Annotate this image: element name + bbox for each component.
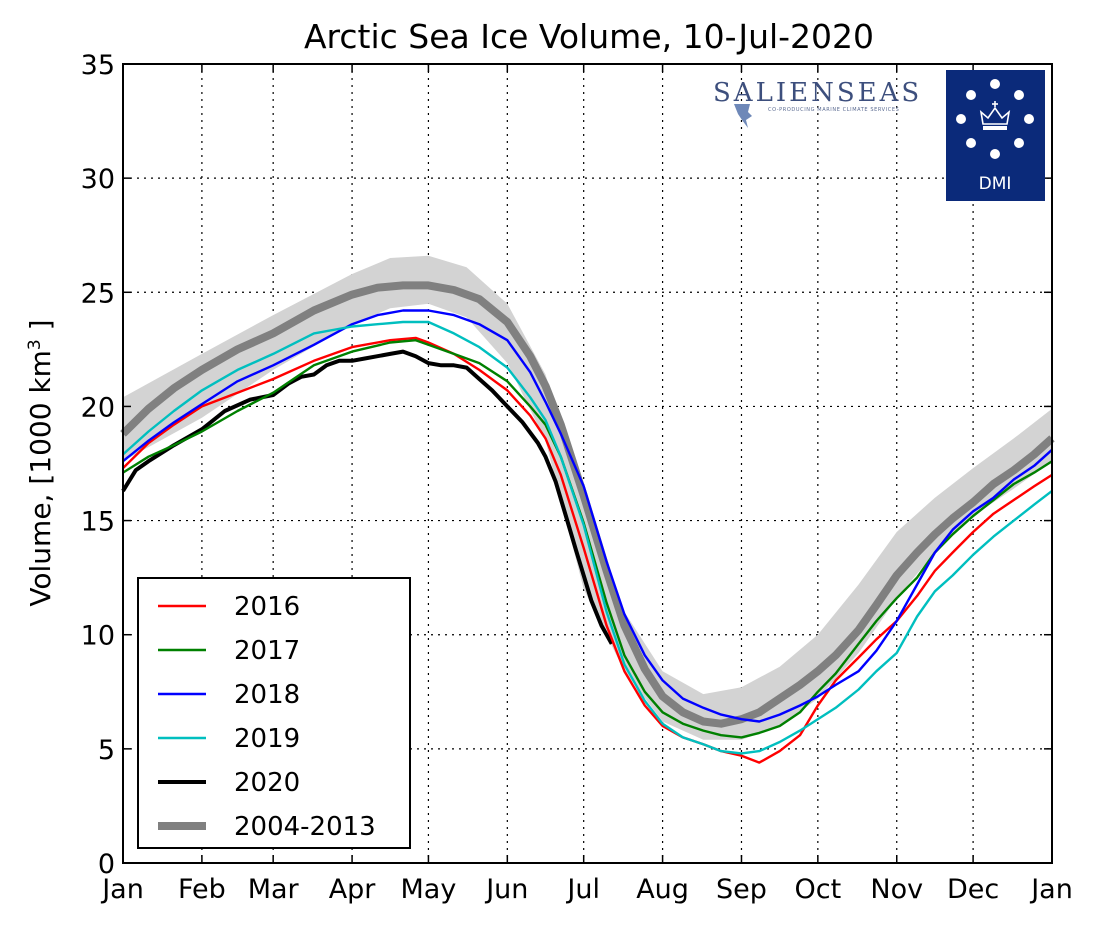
series-lines: [120, 281, 1055, 764]
dmi-logo: DMI: [946, 70, 1045, 201]
x-tick-label: May: [401, 874, 457, 905]
dmi-stars-icon: [956, 79, 1034, 159]
legend-label-2018: 2018: [234, 680, 300, 710]
legend-label-2019: 2019: [234, 724, 300, 754]
legend-box: [137, 577, 411, 849]
svg-text:Volume, [1000 km3 ]: Volume, [1000 km3 ]: [24, 319, 57, 606]
axes: [122, 63, 1053, 864]
salienseas-logo: SALIENSEAS CO-PRODUCING MARINE CLIMATE S…: [713, 78, 922, 128]
y-tick-label: 30: [81, 164, 115, 195]
legend-label-2020: 2020: [234, 768, 300, 798]
y-axis-label-superscript: 3: [25, 339, 45, 350]
x-tick-label: Mar: [248, 874, 300, 905]
x-tick-label: Jan: [1029, 874, 1073, 905]
salienseas-logo-tagline: CO-PRODUCING MARINE CLIMATE SERVICES: [768, 107, 899, 113]
y-tick-label: 15: [81, 507, 115, 538]
legend-label-2004-2013: 2004-2013: [234, 812, 376, 842]
y-tick-label: 20: [81, 392, 115, 423]
y-tick-labels: 0 5 10 15 20 25 30 35: [81, 50, 115, 880]
chart-title: Arctic Sea Ice Volume, 10-Jul-2020: [304, 17, 874, 56]
legend-label-2017: 2017: [234, 636, 300, 666]
y-tick-label: 35: [81, 50, 115, 81]
series-line-2017: [122, 339, 1053, 739]
series-line-2004-2013: [120, 281, 1055, 728]
y-axis-label-prefix: Volume, [1000 km: [24, 350, 57, 607]
grid: [123, 64, 1052, 863]
legend: 2016 2017 2018 2019 2020 2004-2013: [137, 577, 411, 849]
x-tick-label: Oct: [794, 874, 841, 905]
x-tick-label: Jul: [565, 874, 600, 905]
x-tick-label: Jan: [100, 874, 144, 905]
salienseas-logo-text: SALIENSEAS: [713, 78, 922, 108]
y-axis-label: Volume, [1000 km3 ]: [24, 319, 57, 606]
series-line-2020: [121, 349, 614, 645]
x-tick-label: Nov: [870, 874, 923, 905]
x-tick-label: Dec: [947, 874, 999, 905]
crown-icon: [979, 101, 1011, 125]
x-tick-labels: Jan Feb Mar Apr May Jun Jul Aug Sep Oct Nov Dec Jan: [100, 874, 1073, 905]
series-line-2016: [122, 336, 1053, 764]
y-tick-label: 25: [81, 278, 115, 309]
y-axis-label-suffix: ]: [24, 319, 57, 339]
crown-base-icon: [983, 126, 1007, 130]
plot-frame: [122, 63, 1053, 864]
x-tick-label: Sep: [716, 874, 767, 905]
x-tick-label: Apr: [329, 874, 377, 905]
dmi-logo-background: [946, 70, 1045, 201]
legend-label-2016: 2016: [234, 592, 300, 622]
y-tick-label: 0: [98, 849, 115, 880]
dmi-logo-text: DMI: [979, 174, 1012, 194]
salienseas-mark-icon: [734, 104, 752, 128]
series-line-2019: [122, 320, 1053, 755]
x-tick-label: Feb: [178, 874, 226, 905]
x-tick-label: Jun: [484, 874, 528, 905]
y-tick-label: 10: [81, 621, 115, 652]
y-tick-label: 5: [98, 735, 115, 766]
x-tick-label: Aug: [636, 874, 689, 905]
